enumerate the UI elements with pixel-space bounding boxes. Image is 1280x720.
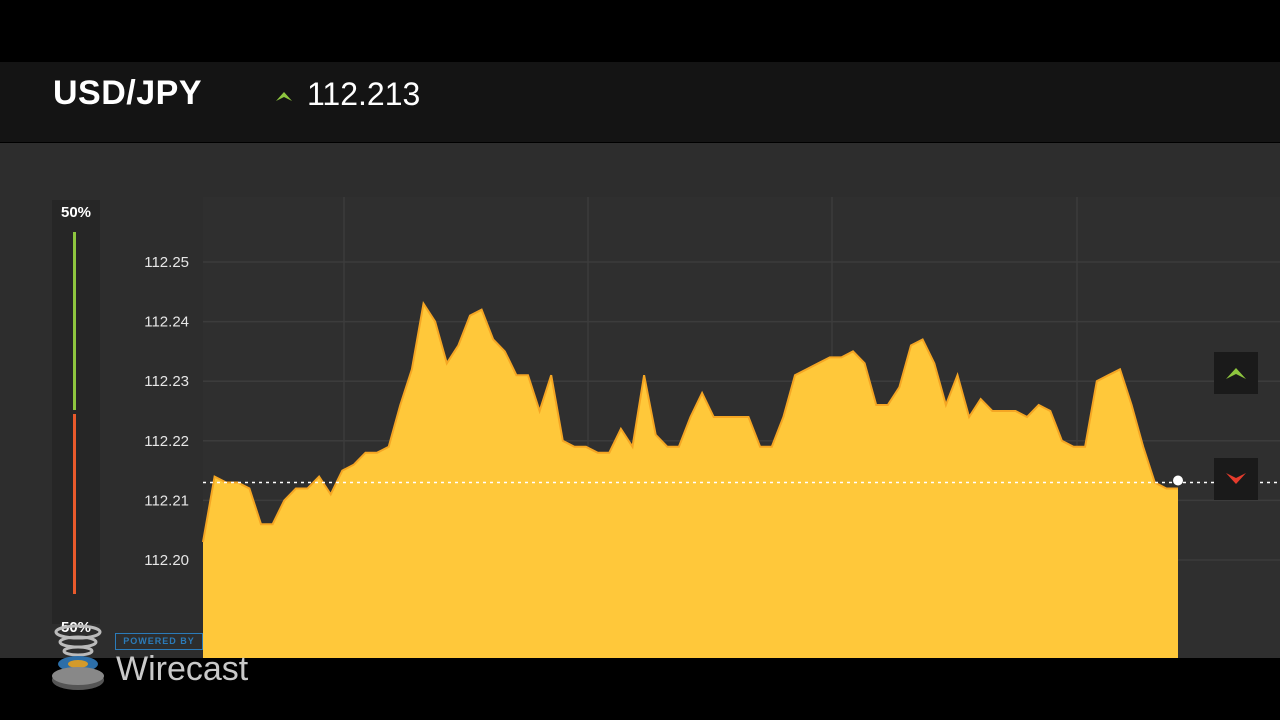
y-tick-label: 112.21 — [144, 492, 189, 509]
current-price: 112.213 — [307, 76, 421, 112]
up-arrow-icon — [1226, 368, 1246, 379]
y-tick-label: 112.24 — [144, 314, 189, 331]
current-price-point — [1173, 475, 1183, 486]
up-arrow-icon — [276, 91, 292, 101]
sentiment-up-percent: 50% — [60, 204, 92, 221]
sentiment-down-bar — [73, 414, 76, 594]
trader-sentiment-bar: 50% 50% — [52, 200, 100, 636]
price-line-series — [202, 301, 1178, 543]
price-area-series — [203, 303, 1178, 658]
powered-by-label: POWERED BY — [115, 633, 203, 650]
y-tick-label: 112.25 — [144, 254, 189, 271]
sentiment-up-bar — [73, 232, 76, 410]
current-price-display: 112.213 — [275, 76, 420, 113]
y-tick-label: 112.23 — [144, 373, 189, 390]
y-tick-label: 112.20 — [144, 552, 189, 569]
call-up-button[interactable] — [1214, 352, 1258, 394]
y-axis-ticks: 112.25 112.24 112.23 112.22 112.21 112.20 — [144, 254, 189, 569]
down-arrow-icon — [1226, 473, 1246, 484]
wirecast-brand-name: Wirecast — [116, 650, 249, 688]
y-tick-label: 112.22 — [144, 433, 189, 450]
put-down-button[interactable] — [1214, 458, 1258, 500]
asset-header: USD/JPY 112.213 — [0, 62, 1280, 143]
asset-pair-title[interactable]: USD/JPY — [53, 74, 202, 112]
wirecast-logo-icon — [52, 624, 104, 690]
